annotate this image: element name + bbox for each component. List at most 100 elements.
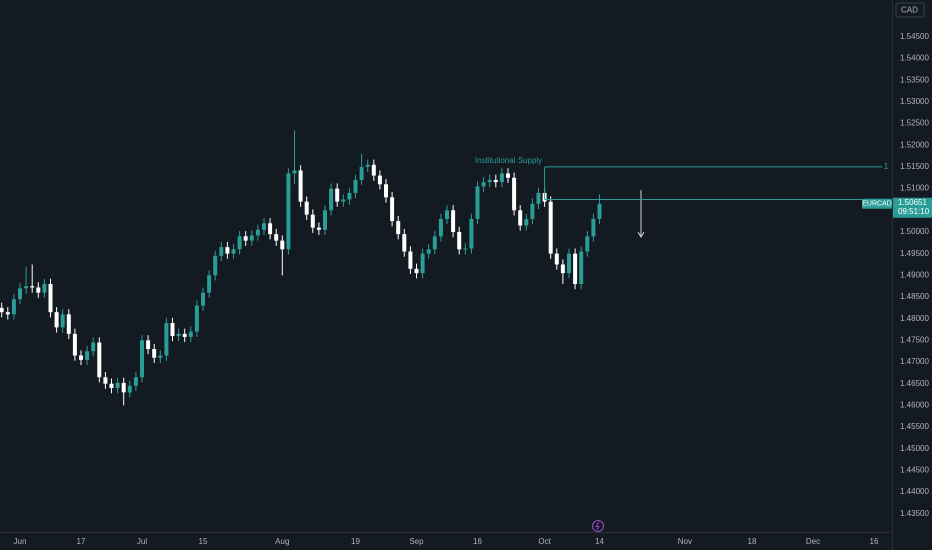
candle-body — [530, 203, 535, 219]
replay-icon[interactable] — [592, 520, 604, 532]
candle-body — [219, 247, 224, 256]
y-tick-label: 1.47500 — [900, 335, 929, 344]
candle-body — [158, 355, 163, 358]
candle-body — [310, 214, 315, 228]
candle-body — [176, 333, 181, 337]
candle-body — [292, 170, 297, 174]
y-tick-label: 1.44000 — [900, 487, 929, 496]
candle-body — [554, 253, 559, 265]
y-tick-label: 1.53000 — [900, 97, 929, 106]
candle-body — [85, 351, 90, 360]
candle-body — [390, 197, 395, 222]
candle-body — [36, 287, 41, 293]
candle-body — [304, 201, 309, 215]
candle-body — [146, 340, 151, 350]
x-tick-label: 15 — [199, 537, 208, 546]
candle-body — [493, 179, 498, 183]
candle-body — [365, 164, 370, 167]
candle-body — [30, 286, 35, 288]
candle-body — [24, 286, 29, 289]
zone-level-label: 1 — [884, 162, 889, 171]
candle-body — [335, 188, 340, 202]
candle-body — [329, 188, 334, 211]
candle-body — [103, 377, 108, 384]
candle-body — [377, 175, 382, 185]
y-tick-label: 1.48500 — [900, 292, 929, 301]
candle-body — [536, 192, 541, 204]
x-tick-label: Aug — [275, 537, 289, 546]
candle-body — [524, 218, 529, 226]
candle-body — [188, 331, 193, 337]
currency-label: CAD — [901, 6, 918, 15]
currency-box[interactable] — [895, 2, 925, 18]
candle-body — [499, 173, 504, 183]
candle-body — [231, 249, 236, 254]
candle-body — [194, 305, 199, 332]
candle-body — [298, 170, 303, 202]
candle-body — [402, 234, 407, 252]
x-tick-label: Sep — [409, 537, 424, 546]
y-tick-label: 1.54000 — [900, 54, 929, 63]
candle-body — [268, 223, 273, 235]
candle-body — [518, 210, 523, 226]
icon-bolt — [595, 521, 600, 531]
candle-body — [5, 312, 10, 315]
candle-body — [432, 236, 437, 250]
candle-body — [79, 355, 83, 360]
x-tick-label: Dec — [806, 537, 820, 546]
candle-body — [207, 275, 212, 293]
y-tick-label: 1.51500 — [900, 162, 929, 171]
y-tick-label: 1.54500 — [900, 32, 929, 41]
y-tick-label: 1.52000 — [900, 140, 929, 149]
candle-body — [249, 235, 254, 241]
candle-body — [237, 236, 242, 250]
candle-body — [445, 210, 449, 219]
zone-label: Institutional Supply — [475, 156, 542, 165]
last-price-label: 1.50651 — [898, 198, 927, 207]
candle-body — [585, 236, 590, 252]
candle-body — [201, 292, 205, 306]
y-tick-label: 1.53500 — [900, 75, 929, 84]
candle-body — [548, 201, 553, 254]
candle-body — [359, 166, 364, 180]
candle-body — [560, 264, 565, 274]
icon-circle — [592, 520, 604, 532]
candle-body — [133, 377, 138, 386]
countdown-label: 09:51:10 — [898, 207, 930, 216]
y-tick-label: 1.46500 — [900, 379, 929, 388]
candle-body — [121, 382, 126, 393]
candle-body — [579, 251, 584, 284]
candle-body — [182, 333, 187, 337]
y-tick-label: 1.45500 — [900, 422, 929, 431]
x-tick-label: 16 — [473, 537, 482, 546]
candle-body — [48, 283, 53, 313]
candle-body — [438, 218, 443, 237]
x-tick-label: Jun — [14, 537, 27, 546]
candle-body — [408, 251, 413, 269]
candle-body — [213, 255, 218, 276]
candle-body — [262, 223, 266, 230]
candle-body — [72, 333, 77, 356]
candle-body — [481, 182, 486, 187]
candle-body — [109, 383, 114, 389]
candle-body — [414, 268, 419, 274]
candle-body — [341, 199, 346, 202]
candle-body — [225, 247, 230, 254]
x-tick-label: Oct — [538, 537, 551, 546]
candle-body — [91, 342, 96, 352]
y-tick-label: 1.52500 — [900, 119, 929, 128]
candle-body — [451, 210, 456, 232]
candle-body — [115, 382, 120, 389]
candle-body — [475, 186, 480, 219]
candle-body — [384, 184, 388, 198]
y-tick-label: 1.46000 — [900, 401, 929, 410]
candle-body — [60, 314, 65, 328]
candle-body — [274, 234, 279, 241]
candle-body — [255, 229, 260, 236]
candle-body — [97, 342, 102, 378]
candle-body — [420, 253, 425, 274]
symbol-badge — [862, 198, 892, 209]
x-tick-label: 16 — [870, 537, 879, 546]
